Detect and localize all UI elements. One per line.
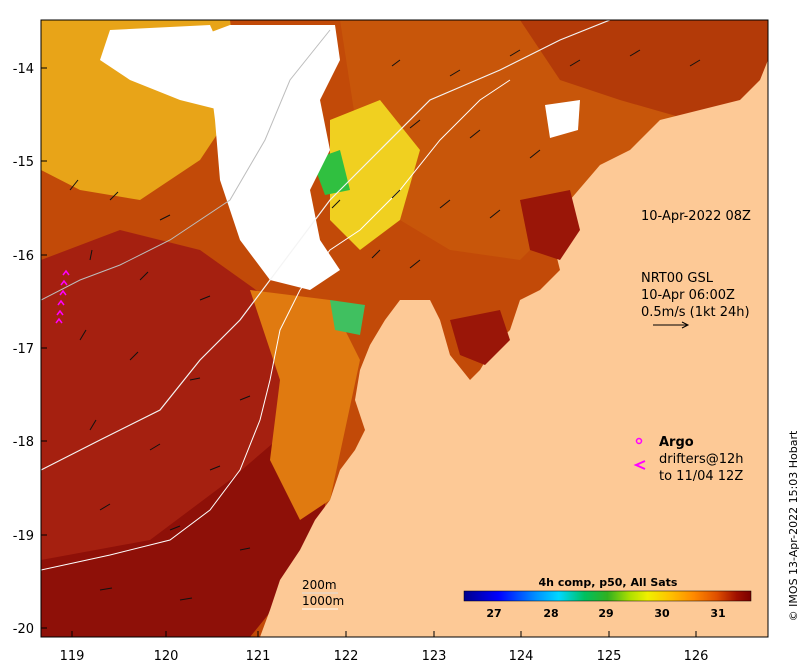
sst-cool-yellow — [330, 100, 420, 250]
contour-deep — [41, 29, 331, 301]
argo-drifters-line2: to 11/04 12Z — [659, 469, 743, 484]
contour-200m — [41, 20, 611, 471]
colorbar-tick: 27 — [486, 607, 501, 620]
x-tick-label: 125 — [597, 649, 622, 664]
arrowhead-icon — [681, 321, 690, 329]
contour-1000m — [41, 79, 511, 571]
map-border — [40, 19, 769, 638]
y-tick-label: -18 — [13, 435, 34, 450]
sst-warm-west — [41, 230, 300, 620]
contour-legend: 200m 1000m — [302, 578, 344, 610]
currents-time: 10-Apr 06:00Z — [641, 288, 735, 303]
argo-label: Argo — [659, 435, 694, 450]
currents-legend: NRT00 GSL 10-Apr 06:00Z 0.5m/s (1kt 24h) — [641, 271, 750, 329]
contour-label-1000m: 1000m — [302, 594, 344, 608]
current-vectors — [69, 49, 701, 601]
colorbar-tick: 29 — [598, 607, 613, 620]
colorbar: 4h comp, p50, All Sats 27 28 29 30 31 — [463, 576, 752, 620]
colorbar-tick: 31 — [710, 607, 725, 620]
colorbar-tick: 28 — [543, 607, 558, 620]
y-axis — [41, 67, 47, 629]
y-tick-label: -14 — [13, 62, 34, 77]
sst-hot-northeast — [520, 20, 768, 120]
cloud-gap-nw — [100, 25, 230, 110]
argo-legend: Argo drifters@12h to 11/04 12Z — [633, 435, 744, 484]
x-tick-label: 119 — [60, 649, 85, 664]
land-coastal-wetland — [520, 190, 580, 260]
colorbar-ramp — [463, 590, 752, 602]
currents-scale: 0.5m/s (1kt 24h) — [641, 305, 750, 320]
x-tick-label: 126 — [684, 649, 709, 664]
y-tick-label: -19 — [13, 529, 34, 544]
y-tick-label: -20 — [13, 622, 34, 637]
y-tick-label: -15 — [13, 155, 34, 170]
currents-source: NRT00 GSL — [641, 271, 714, 286]
y-tick-labels: -14 -15 -16 -17 -18 -19 -20 — [13, 62, 34, 637]
y-tick-label: -16 — [13, 249, 34, 264]
x-tick-label: 123 — [422, 649, 447, 664]
argo-drifters-line1: drifters@12h — [659, 452, 744, 467]
x-tick-label: 121 — [246, 649, 271, 664]
x-tick-label: 120 — [154, 649, 179, 664]
timestamp-label: 10-Apr-2022 08Z — [641, 209, 751, 224]
sst-green-patch-2 — [330, 300, 365, 335]
x-tick-label: 122 — [334, 649, 359, 664]
colorbar-tick: 30 — [654, 607, 670, 620]
sst-orange-band — [250, 290, 360, 520]
y-tick-label: -17 — [13, 342, 34, 357]
x-tick-label: 124 — [509, 649, 534, 664]
x-tick-labels: 119 120 121 122 123 124 125 126 — [60, 649, 709, 664]
land — [260, 60, 768, 637]
credit-label: © IMOS 13-Apr-2022 15:03 Hobart — [787, 430, 800, 621]
contour-label-200m: 200m — [302, 578, 337, 592]
argo-drifter-track — [55, 269, 70, 324]
map-frame — [41, 20, 768, 637]
drifter-chevron-icon — [633, 460, 646, 470]
x-axis — [71, 631, 697, 637]
argo-marker-icon — [635, 437, 643, 445]
cloud-gap — [190, 25, 340, 290]
land-coastal-wetland-2 — [450, 310, 510, 365]
colorbar-title: 4h comp, p50, All Sats — [539, 576, 678, 589]
cloud-gap-ne — [545, 100, 580, 138]
